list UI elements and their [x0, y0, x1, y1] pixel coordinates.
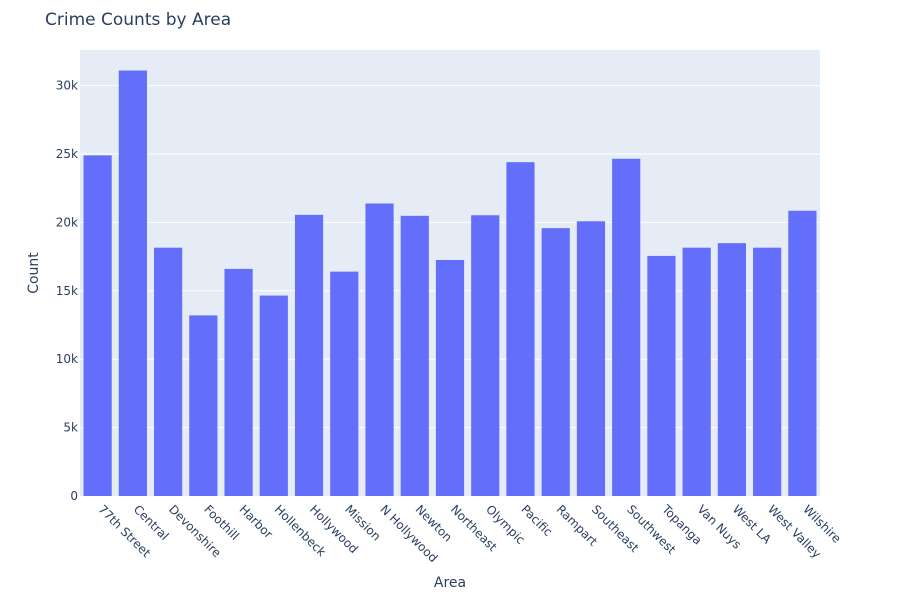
bar[interactable]: [435, 260, 465, 496]
bar[interactable]: [541, 228, 570, 496]
bar[interactable]: [189, 315, 218, 496]
bar[interactable]: [612, 158, 641, 497]
bar[interactable]: [224, 268, 253, 496]
y-tick-label: 15k: [56, 284, 78, 298]
bar[interactable]: [400, 215, 429, 497]
y-tick-label: 0: [70, 489, 78, 503]
bars: [83, 70, 817, 497]
bar[interactable]: [647, 255, 676, 496]
bar[interactable]: [753, 247, 782, 496]
chart-title: Crime Counts by Area: [45, 10, 231, 30]
y-tick-label: 20k: [56, 215, 78, 229]
bar[interactable]: [717, 243, 746, 496]
y-tick-label: 25k: [56, 147, 78, 161]
bar[interactable]: [576, 221, 606, 496]
x-axis-title: Area: [434, 575, 466, 591]
x-tick-label: Harbor: [236, 502, 275, 541]
y-axis-title: Count: [26, 252, 42, 294]
bar[interactable]: [506, 162, 535, 496]
bar[interactable]: [259, 295, 288, 496]
bar[interactable]: [118, 70, 147, 496]
bar[interactable]: [682, 247, 711, 496]
bar[interactable]: [330, 271, 359, 496]
bar[interactable]: [471, 215, 500, 497]
bar[interactable]: [294, 214, 324, 496]
bar[interactable]: [83, 155, 112, 496]
y-tick-label: 5k: [63, 421, 78, 435]
x-axis-ticks: 77th StreetCentralDevonshireFoothillHarb…: [95, 502, 843, 566]
y-axis-ticks: 0 5k 10k 15k 20k 25k 30k: [56, 79, 78, 503]
bar[interactable]: [788, 210, 817, 497]
y-tick-label: 30k: [56, 79, 78, 93]
y-tick-label: 10k: [56, 352, 78, 366]
bar[interactable]: [365, 203, 394, 496]
bar[interactable]: [154, 247, 183, 496]
